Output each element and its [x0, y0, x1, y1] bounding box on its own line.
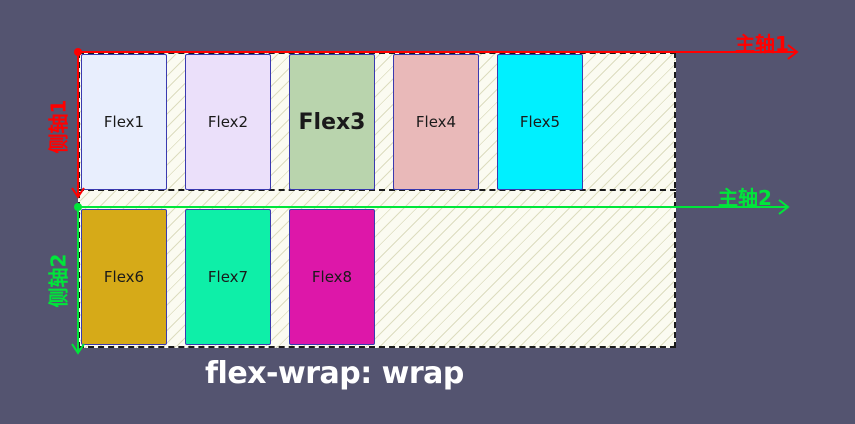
flex-item-6: Flex6 — [81, 209, 167, 345]
main-axis-1-label: 主轴1 — [735, 32, 789, 56]
main-axis-1 — [74, 44, 799, 60]
cross-axis-1-label: 侧轴1 — [46, 99, 71, 154]
flex-item-2-label: Flex2 — [207, 113, 249, 131]
flex-item-4: Flex4 — [393, 54, 479, 190]
flex-item-7: Flex7 — [185, 209, 271, 345]
flex-item-7-label: Flex7 — [207, 268, 249, 286]
cross-axis-1 — [71, 52, 85, 199]
flex-item-8: Flex8 — [289, 209, 375, 345]
flex-item-3: Flex3 — [289, 54, 375, 190]
flex-item-4-label: Flex4 — [415, 113, 457, 131]
flex-wrap-caption: flex-wrap: wrap — [205, 356, 464, 391]
flex-item-1: Flex1 — [81, 54, 167, 190]
flex-item-1-label: Flex1 — [103, 113, 145, 131]
flex-line-divider — [78, 189, 676, 191]
flex-item-6-label: Flex6 — [103, 268, 145, 286]
flex-item-5-label: Flex5 — [519, 113, 561, 131]
flex-item-5: Flex5 — [497, 54, 583, 190]
flex-item-3-label: Flex3 — [298, 109, 366, 135]
cross-axis-2 — [71, 207, 85, 355]
main-axis-2-label: 主轴2 — [718, 186, 772, 210]
main-axis-2 — [74, 199, 790, 215]
flex-item-8-label: Flex8 — [311, 268, 353, 286]
cross-axis-2-label: 侧轴2 — [46, 253, 71, 308]
flex-item-2: Flex2 — [185, 54, 271, 190]
